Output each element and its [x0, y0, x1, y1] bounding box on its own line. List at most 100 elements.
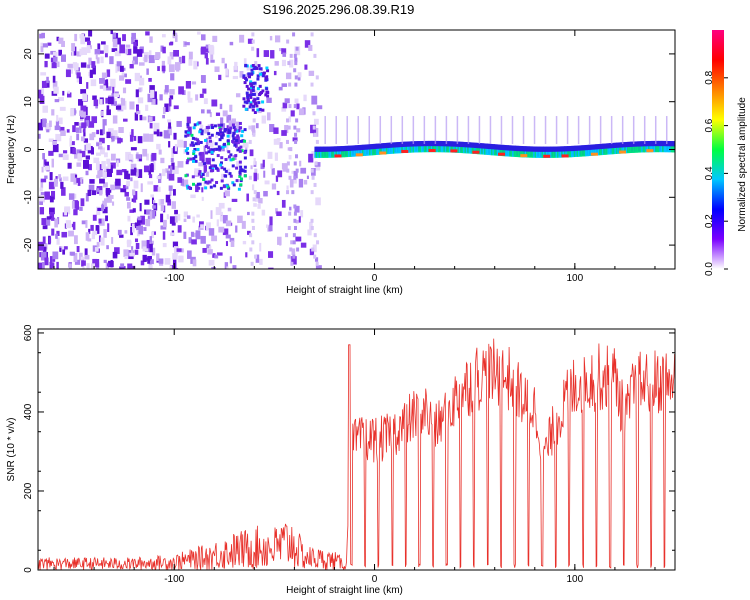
tone-band-mid [571, 151, 574, 158]
spectro-cell [276, 211, 282, 217]
spectro-cell [134, 238, 139, 243]
spectro-cluster-cell [243, 156, 247, 160]
spectro-cluster-cell [197, 172, 201, 176]
tone-band-outer [568, 146, 571, 157]
tone-band-mid [488, 149, 491, 156]
spectro-blob-cell [246, 98, 250, 102]
tone-band-outer [502, 144, 505, 155]
tone-band-mid [411, 146, 414, 153]
spectro-cluster-cell [196, 139, 200, 143]
tone-band-outer [364, 144, 368, 155]
spectro-cluster-cell [229, 153, 233, 157]
spectro-cell [96, 241, 100, 247]
spectro-cell [174, 215, 178, 223]
spectro-cell [142, 116, 147, 121]
spectro-blob-cell [249, 101, 253, 105]
tone-band-mid [614, 147, 618, 154]
spectro-cell [210, 210, 213, 219]
tone-band-mid [328, 151, 331, 158]
spectro-cluster-cell [218, 128, 222, 132]
tone-band-mid [579, 150, 582, 157]
tone-peak [379, 151, 387, 155]
spectro-cell [170, 73, 175, 81]
spectro-cluster-cell [186, 133, 190, 137]
spectro-cell [101, 204, 104, 212]
spectro-streak [293, 53, 297, 58]
spectro-cell [41, 166, 44, 173]
tone-band-outer [592, 144, 595, 155]
tone-band-outer [540, 146, 543, 157]
spectro-cell [210, 53, 214, 60]
spectro-cell [70, 141, 75, 146]
spectro-cell [126, 180, 130, 187]
spectro-streak [289, 147, 293, 152]
spectro-cluster-cell [217, 132, 221, 136]
spectro-streak [252, 118, 256, 123]
tone-band-outer [457, 141, 460, 152]
spectro-cell [138, 87, 142, 93]
tone-band-outer [488, 143, 491, 154]
tone-band-mid [583, 150, 587, 157]
tone-band-mid [318, 151, 322, 158]
spectro-cell [260, 163, 265, 170]
spectro-cell [235, 93, 241, 98]
tone-band-outer [528, 146, 532, 157]
spectro-cell [253, 203, 257, 207]
spectro-streak [293, 125, 297, 130]
spectro-cell [153, 54, 160, 60]
spectro-cell [289, 59, 294, 68]
spectro-streak [253, 190, 257, 195]
spectro-cell [147, 93, 153, 103]
spectro-cell [62, 249, 66, 255]
spectro-cluster-cell [204, 180, 208, 184]
tone-band-mid [565, 151, 568, 158]
tone-band-outer [416, 141, 420, 152]
spectro-cell [146, 68, 149, 75]
spectro-cluster-cell [238, 170, 242, 174]
tone-peak [590, 152, 598, 156]
spectro-cell [297, 74, 301, 81]
tone-band-mid [635, 146, 639, 153]
tone-band-outer [538, 146, 542, 157]
tone-band-mid [510, 150, 514, 157]
spectro-blob-cell [242, 104, 246, 108]
spectro-cell [58, 37, 64, 44]
tone-peak [428, 149, 436, 153]
spectro-cluster-cell [199, 140, 203, 144]
spectro-cell [173, 105, 179, 110]
spectro-cell [192, 216, 195, 223]
spectro-cell [104, 166, 109, 171]
spectro-cell [39, 187, 43, 192]
spectro-cell [149, 133, 154, 142]
spectro-cell [99, 50, 104, 54]
tone-band-outer [500, 144, 504, 155]
spectro-cell [80, 89, 87, 94]
spectro-cell [97, 207, 103, 212]
tone-band-outer [384, 142, 388, 153]
spectro-cell [303, 179, 308, 185]
spectro-cluster-cell [232, 137, 236, 141]
tone-band-outer [432, 140, 435, 151]
tone-band-outer [625, 141, 629, 152]
spectro-cell [180, 178, 185, 186]
spectro-cell [143, 133, 150, 142]
tone-peak [472, 150, 480, 154]
tone-band-outer [350, 145, 354, 156]
tone-peak [618, 150, 626, 154]
spectro-cell [38, 262, 44, 269]
tone-band-outer [329, 146, 333, 157]
spectro-cluster-cell [187, 185, 191, 189]
spectro-cell [144, 209, 147, 215]
spectro-cell [72, 147, 76, 155]
spectro-cell [247, 230, 251, 235]
spectro-cell [145, 104, 149, 111]
spectro-cell [298, 178, 304, 188]
spectro-cell [48, 181, 55, 190]
tone-band-outer [460, 141, 463, 152]
spectro-cell [107, 163, 111, 168]
spectro-cluster-cell [193, 123, 197, 127]
spectro-cell [88, 30, 93, 37]
spectro-cell [111, 133, 115, 142]
tone-band-outer [404, 141, 407, 152]
